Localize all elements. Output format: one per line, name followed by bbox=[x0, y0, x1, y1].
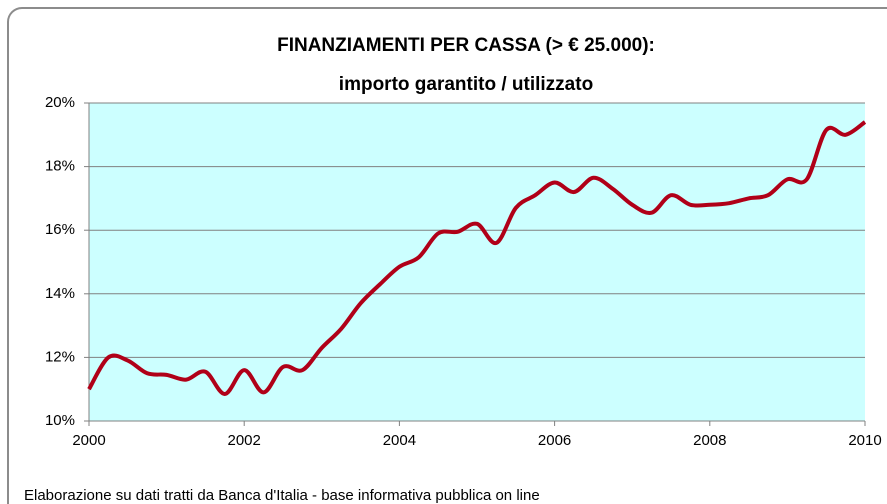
plot-background bbox=[89, 103, 865, 421]
x-tick-label: 2004 bbox=[383, 432, 416, 449]
x-tick-label: 2008 bbox=[693, 432, 726, 449]
y-tick-label: 14% bbox=[45, 285, 75, 302]
chart-title: FINANZIAMENTI PER CASSA (> € 25.000): bbox=[277, 35, 655, 56]
y-tick-label: 10% bbox=[45, 412, 75, 429]
x-tick-label: 2002 bbox=[228, 432, 261, 449]
data-line bbox=[87, 120, 867, 396]
y-tick-label: 18% bbox=[45, 158, 75, 175]
x-tick-label: 2010 bbox=[848, 432, 881, 449]
y-tick-label: 16% bbox=[45, 221, 75, 238]
plot-area: 10% 12% 14% 16% 18% 20% 2000 2002 2004 2006 2008 20… bbox=[45, 94, 882, 449]
y-tick-label: 20% bbox=[45, 94, 75, 111]
x-tick-label: 2006 bbox=[538, 432, 571, 449]
chart-title: importo garantito / utilizzato bbox=[339, 74, 593, 95]
x-tick-label: 2000 bbox=[72, 432, 105, 449]
source-note: Elaborazione su dati tratti da Banca d'I… bbox=[24, 487, 540, 504]
y-tick-label: 12% bbox=[45, 348, 75, 365]
